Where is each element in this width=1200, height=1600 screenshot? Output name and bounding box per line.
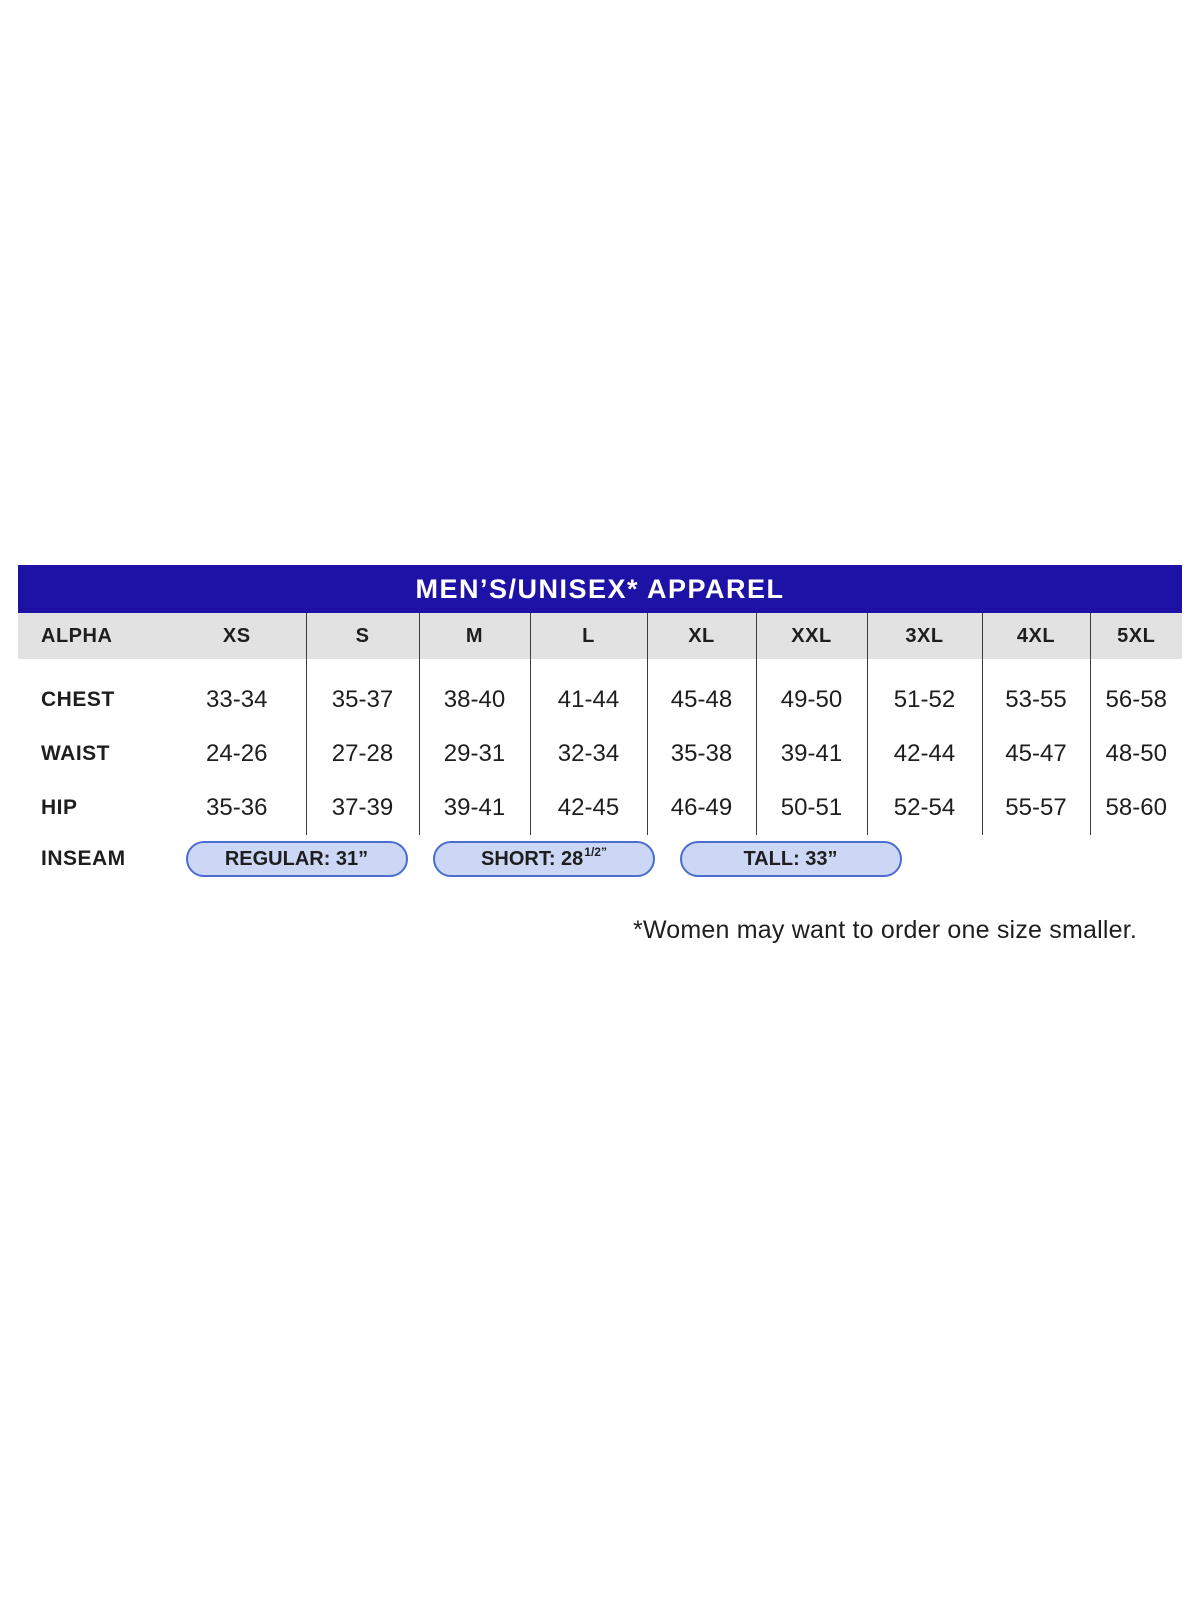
- pill-regular-text: REGULAR: 31”: [224, 847, 369, 870]
- size-table: ALPHA XS S M L XL XXL 3XL 4XL 5XL CHEST …: [18, 613, 1182, 883]
- size-table-header-row: ALPHA XS S M L XL XXL 3XL 4XL 5XL: [18, 613, 1182, 659]
- column-header-s: S: [305, 613, 419, 659]
- footnote: *Women may want to order one size smalle…: [633, 916, 1137, 944]
- pill-short-sup: 1/2”: [584, 845, 607, 859]
- pill-short-text: SHORT: 28: [481, 847, 584, 870]
- chest-value-m: 38-40: [418, 659, 530, 727]
- waist-value-s: 27-28: [305, 727, 419, 781]
- column-header-m: M: [418, 613, 530, 659]
- column-header-xl: XL: [646, 613, 756, 659]
- row-label-hip: HIP: [41, 796, 78, 819]
- waist-value-l: 32-34: [529, 727, 647, 781]
- chest-value-3xl: 51-52: [866, 659, 982, 727]
- column-header-l: L: [529, 613, 647, 659]
- chest-value-xl: 45-48: [646, 659, 756, 727]
- column-header-xxl: XXL: [755, 613, 867, 659]
- table-row-chest: CHEST 33-34 35-37 38-40 41-44 45-48 49-5…: [18, 659, 1182, 727]
- hip-value-3xl: 52-54: [866, 781, 982, 835]
- waist-value-3xl: 42-44: [866, 727, 982, 781]
- row-label-waist: WAIST: [41, 742, 110, 765]
- chest-value-5xl: 56-58: [1089, 659, 1182, 727]
- chest-value-l: 41-44: [529, 659, 647, 727]
- chart-title: MEN’S/UNISEX* APPAREL: [415, 573, 785, 604]
- chest-value-xxl: 49-50: [755, 659, 867, 727]
- waist-value-xs: 24-26: [206, 740, 268, 767]
- column-header-4xl: 4XL: [981, 613, 1090, 659]
- waist-value-4xl: 45-47: [981, 727, 1090, 781]
- hip-value-xl: 46-49: [646, 781, 756, 835]
- pill-inseam-tall: TALL: 33”: [680, 841, 902, 877]
- waist-value-m: 29-31: [418, 727, 530, 781]
- chest-value-4xl: 53-55: [981, 659, 1090, 727]
- hip-value-4xl: 55-57: [981, 781, 1090, 835]
- hip-value-m: 39-41: [418, 781, 530, 835]
- hip-value-xs: 35-36: [206, 794, 268, 821]
- inseam-pill-group: REGULAR: 31” SHORT: 28 1/2” TALL: 33”: [169, 841, 1181, 877]
- hip-value-xxl: 50-51: [755, 781, 867, 835]
- chest-value-xs: 33-34: [206, 686, 268, 713]
- pill-inseam-regular: REGULAR: 31”: [186, 841, 408, 877]
- waist-value-5xl: 48-50: [1089, 727, 1182, 781]
- table-row-inseam: INSEAM REGULAR: 31” SHORT: 28 1/2”: [18, 835, 1182, 883]
- pill-inseam-short: SHORT: 28 1/2”: [433, 841, 655, 877]
- waist-value-xxl: 39-41: [755, 727, 867, 781]
- row-label-inseam: INSEAM: [41, 847, 126, 870]
- row-label-chest: CHEST: [41, 688, 115, 711]
- column-header-xs: XS: [168, 613, 306, 659]
- pill-tall-text: TALL: 33”: [743, 847, 838, 870]
- column-header-3xl: 3XL: [866, 613, 982, 659]
- inseam-options-cell: REGULAR: 31” SHORT: 28 1/2” TALL: 33”: [168, 835, 1182, 883]
- chart-title-bar: MEN’S/UNISEX* APPAREL: [18, 565, 1182, 613]
- apparel-size-chart: MEN’S/UNISEX* APPAREL ALPHA XS S M L XL …: [18, 565, 1182, 883]
- chest-value-s: 35-37: [305, 659, 419, 727]
- hip-value-l: 42-45: [529, 781, 647, 835]
- table-row-waist: WAIST 24-26 27-28 29-31 32-34 35-38 39-4…: [18, 727, 1182, 781]
- column-header-alpha: ALPHA: [18, 613, 168, 659]
- table-row-hip: HIP 35-36 37-39 39-41 42-45 46-49 50-51 …: [18, 781, 1182, 835]
- waist-value-xl: 35-38: [646, 727, 756, 781]
- column-header-5xl: 5XL: [1089, 613, 1182, 659]
- hip-value-5xl: 58-60: [1089, 781, 1182, 835]
- hip-value-s: 37-39: [305, 781, 419, 835]
